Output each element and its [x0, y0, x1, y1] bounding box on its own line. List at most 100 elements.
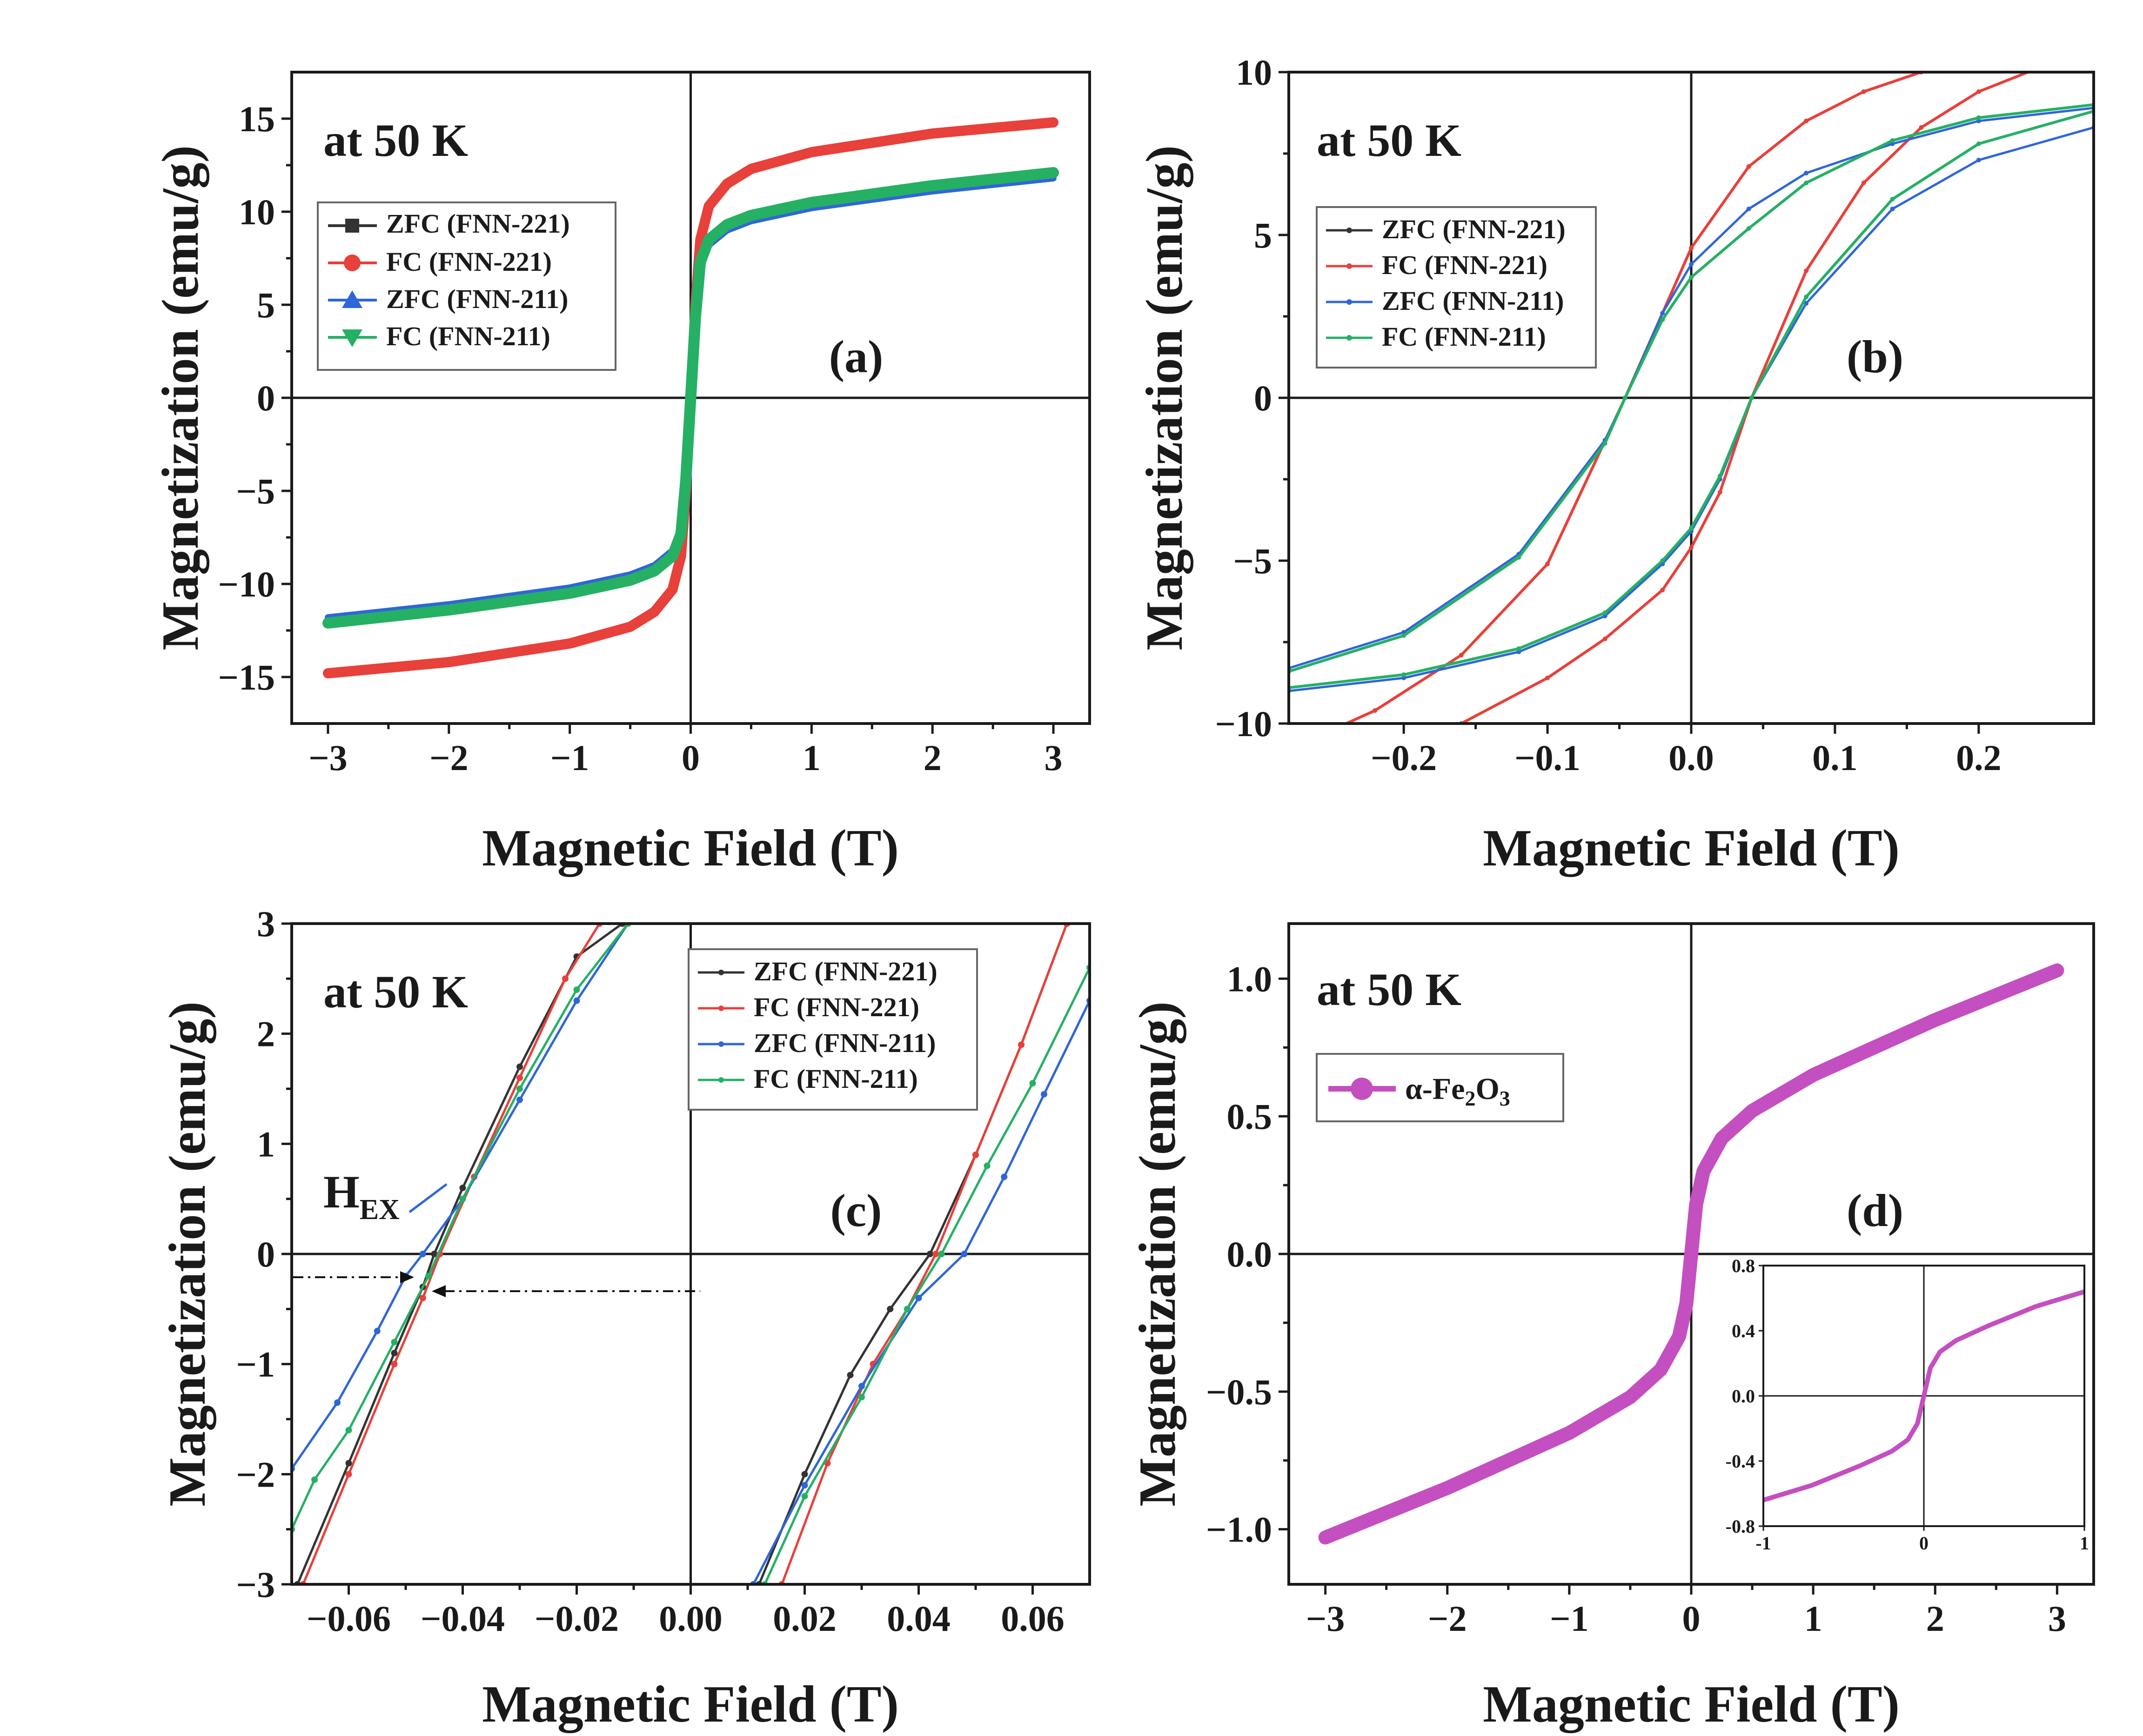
plot-b-area — [1286, 40, 2096, 752]
x-tick-label: 3 — [2048, 1598, 2066, 1639]
data-point — [1717, 490, 1722, 495]
data-point — [1516, 646, 1521, 651]
series-line-fc-fnn-211-descending — [1289, 110, 2094, 689]
formula-prefix: α-Fe — [1405, 1072, 1465, 1106]
legend-label-fc-211: FC (FNN-211) — [386, 321, 550, 351]
data-point — [419, 1251, 426, 1257]
legend-label-fc-211: FC (FNN-211) — [1382, 322, 1546, 352]
data-point — [311, 1476, 318, 1483]
hex-arrow-right-head — [432, 1285, 446, 1297]
legend-dot-marker — [718, 1005, 724, 1011]
y-tick-label: 0 — [1254, 378, 1272, 418]
x-tick-label: 0.02 — [773, 1598, 837, 1639]
plot-a-panel-label: (a) — [829, 331, 884, 382]
plot-d-y-axis-title: Magnetization (emu/g) — [1129, 1001, 1186, 1507]
y-tick-label: 0.5 — [1227, 1096, 1272, 1137]
y-tick-label: −1 — [236, 1344, 275, 1385]
data-point — [1689, 262, 1694, 267]
legend-triangle-up-marker — [342, 290, 362, 308]
data-point — [573, 986, 580, 993]
data-point — [2091, 50, 2096, 55]
data-point — [1861, 89, 1866, 94]
series-line-zfc-fnn-211- — [1289, 107, 2094, 670]
data-point — [904, 1306, 911, 1313]
x-tick-label: −0.1 — [1514, 737, 1580, 778]
y-tick-label: 2 — [257, 1014, 275, 1054]
x-tick-label: 1 — [2080, 1533, 2089, 1554]
legend-dot-marker — [1346, 335, 1352, 341]
plot-d-inset-series-group — [1763, 1266, 2084, 1526]
panel-d: −3 −2 −1 0 1 2 3−1.0−0.50.00.51.0 at 50 K (d) … — [1129, 922, 2095, 1733]
y-tick-label: 10 — [239, 192, 275, 232]
y-tick-label: -0.8 — [1726, 1516, 1755, 1537]
data-point — [801, 1493, 808, 1500]
plot-b-series-group — [1286, 40, 2096, 752]
data-point — [516, 1086, 523, 1092]
plot-b-legend: ZFC (FNN-221) FC (FNN-221) ZFC (FNN-211)… — [1316, 206, 1597, 369]
formula-oxygen: O — [1475, 1072, 1499, 1106]
legend-dot-marker — [718, 1041, 724, 1047]
plot-a-legend-box — [317, 201, 616, 371]
y-tick-label: 5 — [257, 285, 275, 325]
series-line-fc-fnn-221-right — [781, 924, 1068, 1584]
data-point — [1286, 747, 1291, 752]
plot-c-area — [292, 924, 1090, 1584]
data-point — [459, 1185, 466, 1191]
data-point — [459, 1195, 466, 1202]
legend-dot-marker — [1346, 263, 1352, 269]
data-point — [1804, 295, 1809, 299]
data-point — [1804, 301, 1809, 306]
data-point — [1689, 545, 1694, 550]
plot-d-temperature-label: at 50 K — [1317, 964, 1461, 1015]
data-point — [1689, 275, 1694, 280]
data-point — [2034, 40, 2038, 45]
data-point — [1890, 138, 1895, 143]
plot-a-temperature-label: at 50 K — [323, 114, 468, 166]
y-tick-label: 5 — [1254, 215, 1272, 255]
data-point — [345, 1471, 352, 1478]
data-point — [1516, 555, 1521, 560]
data-point — [1602, 614, 1607, 618]
y-tick-label: 3 — [257, 904, 275, 944]
y-tick-label: −10 — [1215, 704, 1272, 744]
data-point — [1516, 650, 1521, 654]
y-tick-label: −5 — [236, 471, 275, 511]
data-point — [801, 1471, 808, 1478]
plot-c-y-axis-title: Magnetization (emu/g) — [159, 1001, 216, 1507]
y-tick-label: 10 — [1236, 52, 1272, 93]
legend-label-zfc-221: ZFC (FNN-221) — [386, 208, 570, 239]
plot-c-panel-label: (c) — [830, 1185, 882, 1236]
plot-b-y-axis-title: Magnetization (emu/g) — [1136, 145, 1193, 650]
data-point — [1660, 588, 1665, 592]
data-point — [938, 1251, 945, 1257]
data-point — [1286, 747, 1291, 752]
legend-label-zfc-211: ZFC (FNN-211) — [386, 284, 568, 314]
x-tick-label: −0.06 — [307, 1598, 391, 1639]
data-point — [1804, 119, 1809, 123]
series-line-zfc-fnn-211-descending — [1289, 126, 2094, 692]
data-point — [345, 1427, 352, 1434]
data-point — [391, 1339, 398, 1346]
legend-label-zfc-211: ZFC (FNN-211) — [754, 1028, 936, 1058]
y-tick-label: -0.4 — [1726, 1451, 1755, 1472]
y-tick-label: 0.0 — [1227, 1234, 1272, 1274]
x-tick-label: −2 — [1428, 1598, 1467, 1639]
x-tick-label: 1 — [803, 737, 821, 778]
y-tick-label: 0.4 — [1732, 1320, 1755, 1341]
plot-a-legend: ZFC (FNN-221) FC (FNN-221) ZFC (FNN-211)… — [317, 201, 616, 371]
plot-a-y-axis-title: Magnetization (emu/g) — [152, 145, 209, 650]
panel-b: −0.2 −0.1 0.0 0.1 0.2 −10 −5 0 5 10 at 50 K (b) M… — [1136, 40, 2096, 877]
data-point — [419, 1294, 426, 1301]
data-point — [961, 1251, 968, 1257]
series-line-fc-fnn-211- — [322, 167, 1059, 629]
data-point — [1029, 1080, 1036, 1087]
y-tick-label: −3 — [236, 1564, 275, 1605]
x-tick-label: −3 — [308, 737, 347, 778]
hex-annotation: HEX — [323, 1166, 400, 1226]
data-point — [1545, 562, 1550, 566]
y-tick-label: 0 — [257, 378, 275, 418]
plot-c-series-group — [292, 924, 1090, 1584]
plot-b-ticks: −0.2 −0.1 0.0 0.1 0.2 −10 −5 0 5 10 — [1215, 52, 2002, 778]
x-tick-label: 2 — [1926, 1598, 1944, 1639]
